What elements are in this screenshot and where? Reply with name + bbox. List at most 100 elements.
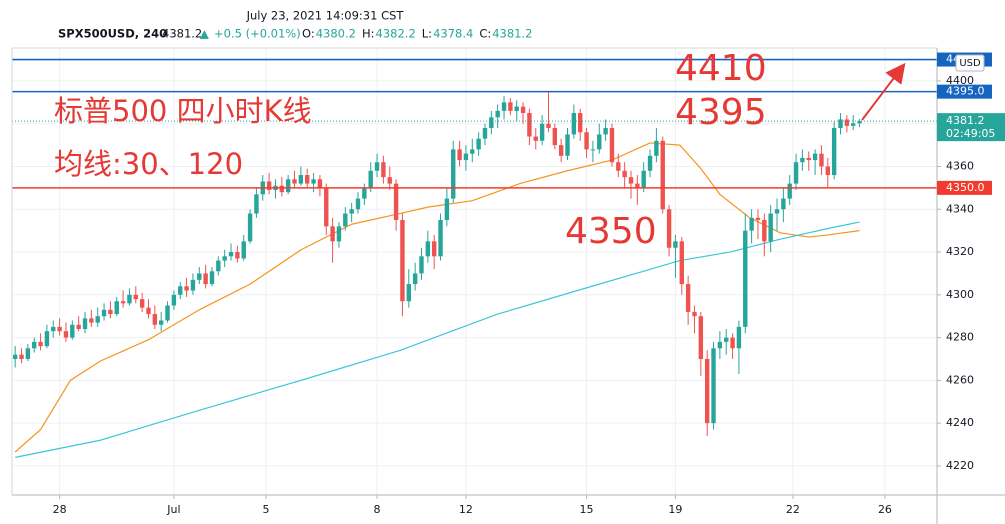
candle-body <box>546 123 551 128</box>
candle-body <box>647 155 653 171</box>
candle-body <box>819 153 824 167</box>
level-box <box>937 180 992 195</box>
annotation: 均线:30、120 <box>54 147 243 181</box>
candle-body <box>704 358 710 424</box>
candle-body <box>590 149 596 151</box>
candle-body <box>539 123 545 141</box>
candle-body <box>184 286 189 291</box>
candle-body <box>133 294 138 300</box>
candle-body <box>527 113 532 137</box>
candle-body <box>520 106 526 114</box>
candle-body <box>666 209 672 248</box>
countdown: 02:49:05 <box>946 127 995 140</box>
candle-body <box>781 198 786 210</box>
candle-body <box>558 145 564 156</box>
candle-body <box>692 311 697 317</box>
candle-body <box>32 341 37 349</box>
level-label: 4395.0 <box>946 85 985 98</box>
y-tick-label: 4360 <box>946 159 974 172</box>
candle-body <box>755 217 761 220</box>
ohlc-label: L: <box>422 27 432 41</box>
y-tick-label: 4400 <box>946 74 974 87</box>
annotation: 4410 <box>675 48 767 89</box>
candle-body <box>355 198 361 210</box>
candle-body <box>673 241 678 248</box>
candle-body <box>120 301 126 304</box>
candle-body <box>584 132 589 150</box>
x-tick-label: 28 <box>53 503 67 516</box>
level-box <box>937 84 992 99</box>
candle-body <box>305 175 310 184</box>
candle-body <box>292 179 297 184</box>
candle-body <box>793 162 799 184</box>
candle-body <box>63 331 69 338</box>
candle-body <box>108 309 113 315</box>
x-tick-label: 12 <box>459 503 473 516</box>
candle-body <box>724 337 729 342</box>
candle-body <box>787 183 792 199</box>
candle-body <box>501 102 507 111</box>
candle-body <box>831 127 837 176</box>
candle-body <box>387 177 392 184</box>
x-tick-label: 8 <box>374 503 381 516</box>
candle-body <box>89 318 94 323</box>
candle-body <box>330 226 335 242</box>
price: 4381.2 <box>162 27 202 41</box>
candle-body <box>425 241 431 257</box>
candle-body <box>628 177 634 184</box>
candle-body <box>400 219 405 302</box>
ohlc-label: O: <box>302 27 315 41</box>
candle-body <box>774 209 780 214</box>
candle-body <box>381 162 386 178</box>
candle-body <box>578 113 583 133</box>
candle-body <box>254 194 259 214</box>
candle-body <box>806 157 811 161</box>
candle-body <box>717 341 723 349</box>
annotation: 4350 <box>565 211 657 252</box>
datetime: July 23, 2021 14:09:31 CST <box>246 9 405 23</box>
candle-body <box>197 273 202 280</box>
candle-body <box>438 219 443 257</box>
candle-body <box>152 314 158 325</box>
y-tick-label: 4300 <box>946 288 974 301</box>
candle-body <box>57 326 62 332</box>
candle-body <box>336 226 342 242</box>
candle-body <box>743 230 748 327</box>
candle-body <box>298 175 304 184</box>
candle-body <box>349 209 354 214</box>
candle-body <box>616 162 621 171</box>
arrow <box>861 62 906 121</box>
y-tick-label: 4320 <box>946 245 974 258</box>
candle-body <box>641 170 646 188</box>
candle-body <box>44 331 50 347</box>
symbol: SPX500USD, 240 <box>58 27 167 41</box>
candle-body <box>603 127 608 135</box>
candle-body <box>679 241 684 285</box>
candle-body <box>685 284 691 312</box>
candle-body <box>190 279 196 291</box>
candle-body <box>476 138 481 150</box>
candle-body <box>508 102 513 111</box>
candle-body <box>597 134 602 150</box>
candle-body <box>324 187 329 227</box>
x-tick-label: Jul <box>166 503 180 516</box>
candle-body <box>95 316 100 323</box>
candle-body <box>571 113 577 135</box>
candle-body <box>38 341 43 347</box>
candle-body <box>711 348 716 424</box>
currency-box <box>955 54 985 72</box>
candle-body <box>749 217 754 231</box>
candle-body <box>844 119 850 126</box>
candle-body <box>114 301 119 315</box>
annotation: 标普500 四小时K线 <box>54 94 312 128</box>
ohlc-value: 4378.4 <box>433 27 473 41</box>
last-price-box <box>937 113 1005 142</box>
candle-body <box>463 153 469 161</box>
candle-body <box>82 318 88 330</box>
x-tick-label: 26 <box>878 503 892 516</box>
candle-body <box>800 157 805 163</box>
candle-body <box>825 166 831 176</box>
x-tick-label: 5 <box>262 503 269 516</box>
candle-body <box>216 260 221 272</box>
annotation: 4395 <box>675 92 767 133</box>
